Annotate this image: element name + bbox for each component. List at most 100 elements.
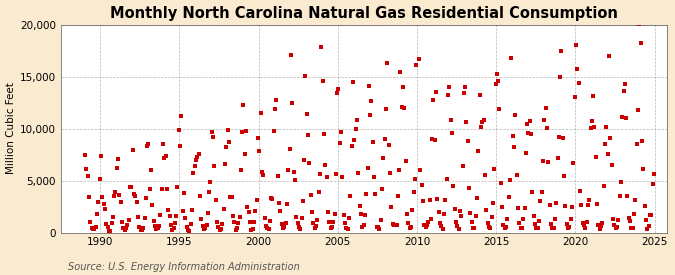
Point: [555, 75, 566, 80]
Point: [464, 186, 475, 190]
Point: [248, 219, 259, 224]
Point: [271, 97, 282, 102]
Point: [139, 215, 150, 220]
Point: [395, 70, 406, 75]
Point: [325, 226, 336, 230]
Point: [498, 222, 509, 227]
Point: [573, 81, 584, 85]
Point: [601, 124, 612, 129]
Point: [334, 141, 345, 145]
Point: [605, 136, 616, 140]
Point: [407, 208, 418, 212]
Point: [200, 226, 211, 230]
Point: [167, 228, 178, 232]
Point: [378, 156, 389, 161]
Point: [344, 216, 354, 220]
Point: [646, 212, 657, 217]
Point: [389, 223, 400, 227]
Point: [595, 227, 605, 231]
Point: [564, 225, 575, 229]
Text: Source: U.S. Energy Information Administration: Source: U.S. Energy Information Administ…: [68, 262, 299, 272]
Point: [370, 192, 381, 196]
Y-axis label: Million Cubic Feet: Million Cubic Feet: [5, 82, 16, 174]
Point: [371, 225, 382, 230]
Point: [609, 222, 620, 227]
Point: [92, 212, 103, 217]
Point: [236, 168, 246, 173]
Point: [436, 224, 447, 228]
Point: [392, 194, 403, 198]
Point: [622, 193, 633, 198]
Point: [411, 62, 422, 67]
Point: [217, 221, 227, 226]
Point: [111, 166, 122, 170]
Point: [443, 93, 454, 97]
Point: [599, 141, 610, 146]
Point: [472, 196, 483, 200]
Point: [171, 214, 182, 218]
Point: [102, 225, 113, 230]
Point: [531, 226, 542, 230]
Point: [394, 167, 404, 172]
Point: [168, 226, 179, 230]
Point: [639, 204, 650, 208]
Point: [212, 220, 223, 225]
Point: [449, 207, 460, 211]
Point: [320, 162, 331, 167]
Point: [425, 217, 436, 221]
Point: [444, 85, 455, 89]
Point: [226, 194, 237, 199]
Point: [348, 80, 358, 84]
Point: [641, 218, 651, 222]
Point: [246, 228, 256, 232]
Point: [328, 220, 339, 224]
Point: [593, 222, 604, 227]
Point: [136, 227, 147, 232]
Point: [621, 116, 632, 120]
Point: [377, 187, 387, 191]
Point: [85, 220, 96, 224]
Point: [132, 215, 143, 219]
Point: [234, 214, 245, 219]
Point: [165, 223, 176, 227]
Point: [262, 226, 273, 230]
Point: [520, 150, 531, 155]
Point: [381, 106, 392, 111]
Point: [179, 191, 190, 195]
Point: [534, 219, 545, 224]
Point: [164, 213, 175, 218]
Point: [81, 167, 92, 171]
Point: [275, 208, 286, 213]
Point: [608, 217, 618, 221]
Point: [280, 221, 291, 225]
Point: [95, 177, 105, 182]
Point: [140, 196, 151, 200]
Point: [143, 142, 154, 147]
Point: [539, 118, 549, 122]
Point: [125, 185, 136, 190]
Point: [454, 209, 465, 213]
Point: [414, 57, 425, 62]
Point: [367, 139, 378, 144]
Point: [624, 218, 635, 223]
Point: [465, 211, 476, 215]
Point: [184, 229, 195, 233]
Point: [433, 210, 444, 214]
Point: [610, 226, 621, 230]
Point: [261, 224, 271, 228]
Point: [302, 132, 313, 137]
Point: [296, 215, 307, 220]
Point: [595, 224, 606, 228]
Point: [563, 226, 574, 230]
Point: [178, 209, 188, 213]
Point: [415, 167, 426, 172]
Point: [589, 125, 600, 129]
Point: [242, 205, 253, 209]
Point: [80, 153, 90, 158]
Point: [613, 218, 624, 222]
Point: [114, 192, 125, 197]
Point: [337, 174, 348, 179]
Point: [523, 130, 534, 135]
Point: [247, 227, 258, 231]
Point: [481, 208, 491, 213]
